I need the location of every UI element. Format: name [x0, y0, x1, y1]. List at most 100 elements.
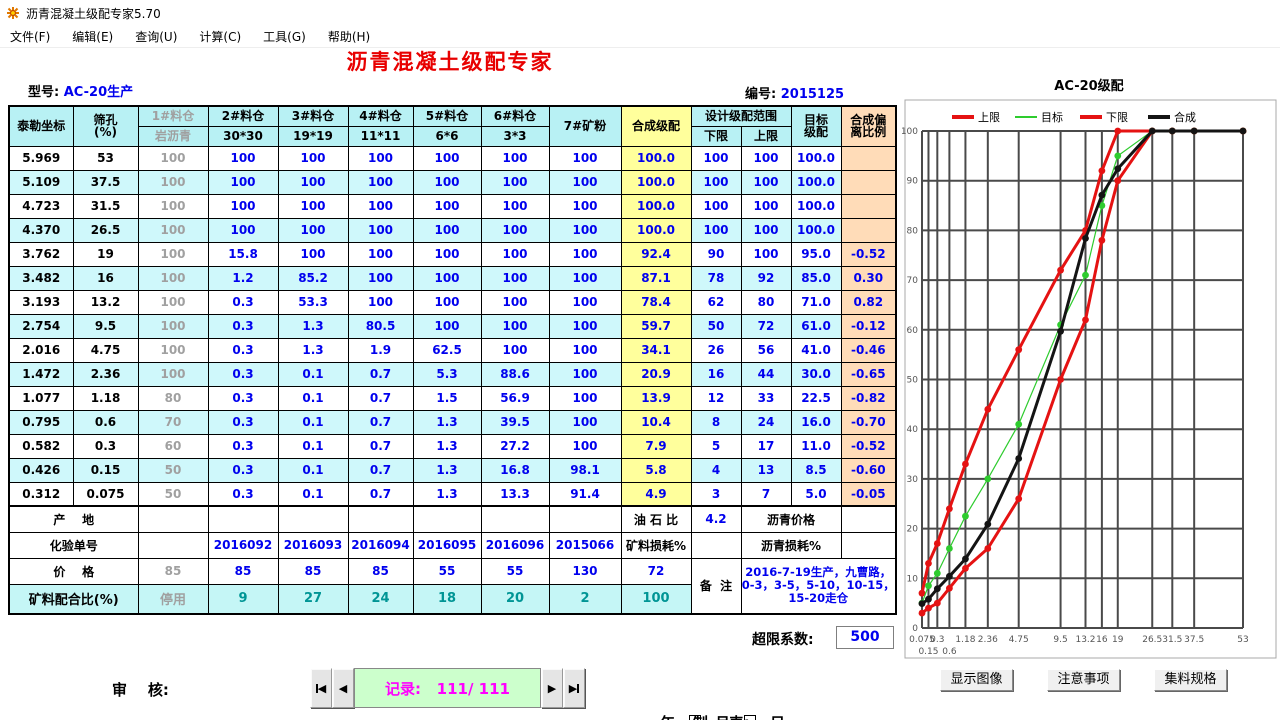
bin-cell[interactable]: 1.3	[277, 337, 349, 363]
bin-cell[interactable]: 88.6	[480, 361, 550, 387]
bin-cell[interactable]: 80.5	[347, 313, 414, 339]
record-last-button[interactable]: ▶	[563, 668, 585, 708]
upper-cell[interactable]: 13	[740, 457, 792, 483]
lower-cell[interactable]: 90	[690, 241, 742, 267]
upper-cell[interactable]: 92	[740, 265, 792, 291]
target-cell[interactable]: 95.0	[790, 241, 842, 267]
bin-cell[interactable]: 100	[137, 313, 209, 339]
bin-cell[interactable]: 0.3	[207, 289, 279, 315]
lab-cell[interactable]: 2016095	[412, 531, 482, 559]
upper-cell[interactable]: 7	[740, 481, 792, 507]
bin-cell[interactable]: 100	[548, 361, 622, 387]
lab-cell[interactable]: 2016093	[277, 531, 349, 559]
date-year-box[interactable]	[689, 715, 702, 720]
lower-cell[interactable]: 12	[690, 385, 742, 411]
lab-cell[interactable]: 2016094	[347, 531, 414, 559]
upper-cell[interactable]: 72	[740, 313, 792, 339]
bin-cell[interactable]: 1.2	[207, 265, 279, 291]
upper-cell[interactable]: 100	[740, 169, 792, 195]
upper-cell[interactable]: 100	[740, 145, 792, 171]
target-cell[interactable]: 16.0	[790, 409, 842, 435]
origin-cell[interactable]	[412, 505, 482, 533]
origin-cell[interactable]	[137, 505, 209, 533]
upper-cell[interactable]: 80	[740, 289, 792, 315]
bin-cell[interactable]: 98.1	[548, 457, 622, 483]
bin-cell[interactable]: 100	[137, 217, 209, 243]
bin-cell[interactable]: 0.3	[207, 361, 279, 387]
bin-cell[interactable]: 0.3	[207, 409, 279, 435]
bin-cell[interactable]: 100	[277, 145, 349, 171]
bin-cell[interactable]: 0.7	[347, 409, 414, 435]
target-cell[interactable]: 71.0	[790, 289, 842, 315]
bin-cell[interactable]: 100	[412, 145, 482, 171]
ratio-cell[interactable]: 20	[480, 583, 550, 615]
price-cell[interactable]: 55	[480, 557, 550, 585]
lower-cell[interactable]: 3	[690, 481, 742, 507]
bin-cell[interactable]: 1.3	[412, 481, 482, 507]
bin-cell[interactable]: 100	[207, 169, 279, 195]
bin-cell[interactable]: 100	[412, 217, 482, 243]
price-cell[interactable]: 55	[412, 557, 482, 585]
bin-cell[interactable]: 100	[480, 265, 550, 291]
bin-cell[interactable]: 100	[548, 193, 622, 219]
lower-cell[interactable]: 100	[690, 145, 742, 171]
mineral-loss-value[interactable]	[690, 531, 742, 559]
price-cell[interactable]: 85	[277, 557, 349, 585]
asphalt-price-value[interactable]	[840, 505, 897, 533]
upper-cell[interactable]: 100	[740, 193, 792, 219]
bin-cell[interactable]: 100	[277, 241, 349, 267]
aggregate-spec-button[interactable]: 集料规格	[1154, 669, 1227, 691]
target-cell[interactable]: 22.5	[790, 385, 842, 411]
price-cell[interactable]: 85	[137, 557, 209, 585]
bin-cell[interactable]: 100	[347, 217, 414, 243]
lower-cell[interactable]: 62	[690, 289, 742, 315]
origin-cell[interactable]	[347, 505, 414, 533]
ratio-cell[interactable]: 2	[548, 583, 622, 615]
bin-cell[interactable]: 1.3	[412, 409, 482, 435]
bin-cell[interactable]: 100	[480, 337, 550, 363]
bin-cell[interactable]: 1.3	[412, 457, 482, 483]
price-cell[interactable]: 85	[347, 557, 414, 585]
overrun-input[interactable]: 500	[836, 626, 894, 649]
origin-cell[interactable]	[480, 505, 550, 533]
bin-cell[interactable]: 1.3	[412, 433, 482, 459]
menu-item-4[interactable]: 工具(G)	[263, 30, 306, 44]
bin-cell[interactable]: 100	[412, 289, 482, 315]
bin-cell[interactable]: 100	[277, 193, 349, 219]
record-prev-button[interactable]: ◀	[332, 668, 354, 708]
bin-cell[interactable]: 100	[548, 265, 622, 291]
bin-cell[interactable]: 15.8	[207, 241, 279, 267]
bin-cell[interactable]: 100	[137, 241, 209, 267]
bin-cell[interactable]: 0.7	[347, 457, 414, 483]
bin-cell[interactable]: 100	[412, 313, 482, 339]
date-month-box[interactable]	[744, 715, 757, 720]
bin-cell[interactable]: 13.3	[480, 481, 550, 507]
bin-cell[interactable]: 100	[480, 289, 550, 315]
lower-cell[interactable]: 26	[690, 337, 742, 363]
bin-cell[interactable]: 100	[548, 409, 622, 435]
lower-cell[interactable]: 100	[690, 169, 742, 195]
bin-cell[interactable]: 91.4	[548, 481, 622, 507]
bin-cell[interactable]: 100	[277, 169, 349, 195]
origin-cell[interactable]	[207, 505, 279, 533]
ratio-cell[interactable]: 停用	[137, 583, 209, 615]
target-cell[interactable]: 100.0	[790, 193, 842, 219]
target-cell[interactable]: 30.0	[790, 361, 842, 387]
bin-cell[interactable]: 70	[137, 409, 209, 435]
price-cell[interactable]: 130	[548, 557, 622, 585]
bin-cell[interactable]: 0.3	[207, 457, 279, 483]
bin-cell[interactable]: 0.1	[277, 385, 349, 411]
lower-cell[interactable]: 16	[690, 361, 742, 387]
bin-cell[interactable]: 0.3	[207, 433, 279, 459]
record-first-button[interactable]: ◀	[310, 668, 332, 708]
lower-cell[interactable]: 50	[690, 313, 742, 339]
bin-cell[interactable]: 85.2	[277, 265, 349, 291]
menu-item-2[interactable]: 查询(U)	[135, 30, 178, 44]
bin-cell[interactable]: 1.5	[412, 385, 482, 411]
bin-cell[interactable]: 100	[412, 193, 482, 219]
bin-cell[interactable]: 100	[137, 289, 209, 315]
lab-cell[interactable]	[137, 531, 209, 559]
bin-cell[interactable]: 100	[347, 169, 414, 195]
lower-cell[interactable]: 100	[690, 193, 742, 219]
oil-ratio-value[interactable]: 4.2	[690, 505, 742, 533]
